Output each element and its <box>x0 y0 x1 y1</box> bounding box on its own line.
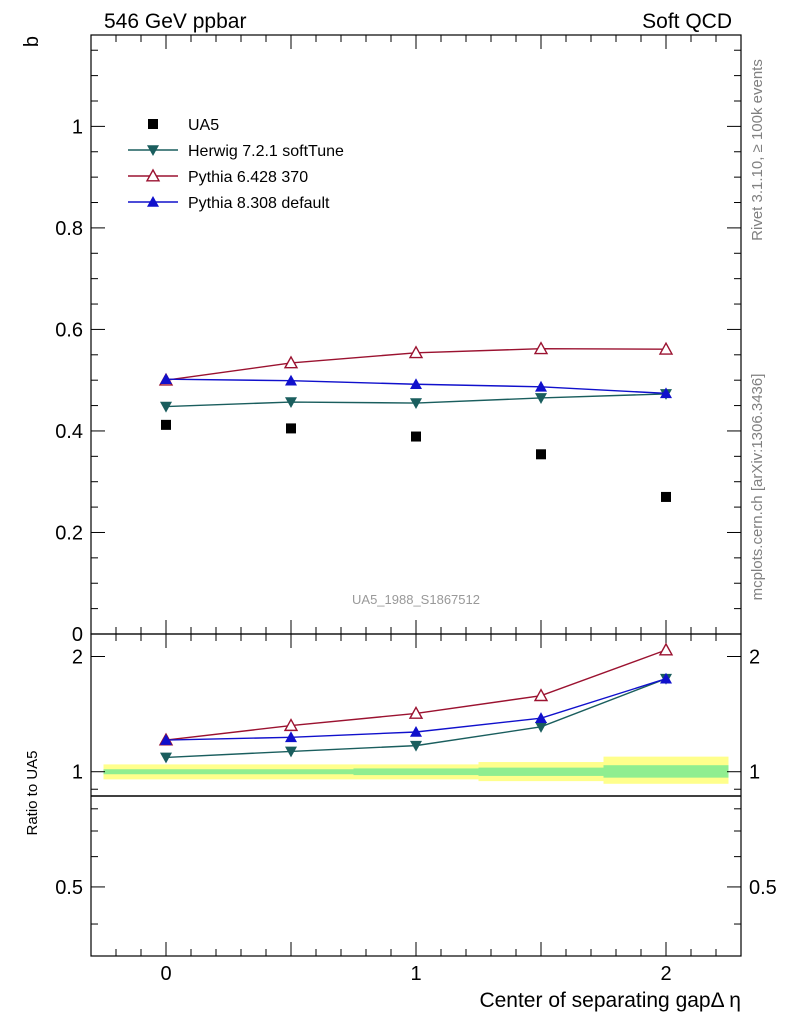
ratio-point-herwig-7-2-1-softtune <box>160 752 172 764</box>
ratio-point-pythia-8-308-default <box>410 725 422 737</box>
data-point-pythia-6-428-370 <box>658 341 674 355</box>
header-right-label: Soft QCD <box>642 10 732 33</box>
ratio-y-axis-label: Ratio to UA5 <box>24 750 41 835</box>
ratio-y-tick-label: 2 <box>72 647 83 669</box>
legend-marker-ua5 <box>148 119 158 129</box>
data-point-ua5 <box>536 449 546 460</box>
data-point-pythia-6-428-370 <box>408 345 424 359</box>
x-tick-label: 1 <box>410 963 421 985</box>
data-point-ua5 <box>661 491 671 502</box>
ratio-point-herwig-7-2-1-softtune <box>535 722 547 733</box>
legend-label-herwig-7-2-1-softtune: Herwig 7.2.1 softTune <box>188 143 344 160</box>
legend-marker-herwig-7-2-1-softtune <box>147 145 159 156</box>
ratio-y-tick-label-right: 1 <box>749 762 760 784</box>
data-point-herwig-7-2-1-softtune <box>160 401 172 413</box>
x-tick-label: 2 <box>660 963 671 985</box>
ratio-point-herwig-7-2-1-softtune <box>285 746 297 758</box>
main-y-tick-label: 0.4 <box>55 421 83 443</box>
ratio-plot-frame <box>90 633 742 957</box>
legend-label-ua5: UA5 <box>188 117 219 134</box>
ratio-y-tick-label: 0.5 <box>55 877 83 899</box>
data-point-ua5 <box>161 419 171 430</box>
main-y-tick-label: 0.2 <box>55 522 83 544</box>
ratio-point-pythia-6-428-370 <box>533 688 549 702</box>
data-point-pythia-8-308-default <box>535 380 547 392</box>
ratio-point-pythia-8-308-default <box>660 672 672 684</box>
data-point-herwig-7-2-1-softtune <box>285 397 297 409</box>
main-panel: 0 0.2 0.4 0.6 0.8 1 UA5_1988_S1867512 b UA5 He… <box>21 34 742 646</box>
data-point-herwig-7-2-1-softtune <box>535 393 547 404</box>
ratio-y-tick-label-right: 0.5 <box>749 877 777 899</box>
ratio-point-pythia-8-308-default <box>285 731 297 743</box>
uncertainty-band-inner <box>478 767 604 776</box>
main-y-tick-label: 0.6 <box>55 319 83 341</box>
legend-marker-pythia-6-428-370 <box>145 168 161 182</box>
data-point-ua5 <box>286 423 296 434</box>
data-point-ua5 <box>411 431 421 442</box>
data-point-pythia-8-308-default <box>285 374 297 386</box>
legend-label-pythia-6-428-370: Pythia 6.428 370 <box>188 169 308 186</box>
main-watermark: UA5_1988_S1867512 <box>352 592 480 607</box>
legend-marker-pythia-8-308-default <box>147 196 159 207</box>
main-y-tick-label: 1 <box>72 116 83 138</box>
uncertainty-band-inner <box>353 768 479 776</box>
ratio-point-pythia-6-428-370 <box>283 718 299 732</box>
data-point-pythia-8-308-default <box>160 373 172 384</box>
header-left-label: 546 GeV ppbar <box>104 10 246 33</box>
ratio-y-tick-label-right: 2 <box>749 647 760 669</box>
data-point-pythia-8-308-default <box>660 387 672 399</box>
x-axis-label: Center of separating gapΔ η <box>479 989 741 1012</box>
data-point-pythia-6-428-370 <box>283 355 299 369</box>
ratio-point-pythia-8-308-default <box>535 712 547 723</box>
data-point-herwig-7-2-1-softtune <box>410 398 422 410</box>
ratio-point-pythia-8-308-default <box>160 734 172 745</box>
legend: UA5 Herwig 7.2.1 softTune Pythia 6.428 370… <box>128 117 344 212</box>
x-tick-label: 0 <box>160 963 171 985</box>
ratio-panel: 0.5 0.5 1 1 2 2 0 1 2 Ratio to UA5 Center of sep… <box>24 633 777 1012</box>
main-y-tick-label: 0 <box>72 624 83 646</box>
uncertainty-band-inner <box>228 769 354 775</box>
ratio-y-tick-label: 1 <box>72 762 83 784</box>
data-point-pythia-8-308-default <box>410 378 422 390</box>
legend-label-pythia-8-308-default: Pythia 8.308 default <box>188 195 330 212</box>
ratio-point-pythia-6-428-370 <box>408 705 424 719</box>
ratio-point-herwig-7-2-1-softtune <box>410 740 422 752</box>
rivet-side-label: Rivet 3.1.10, ≥ 100k events <box>749 59 766 241</box>
main-y-tick-label: 0.8 <box>55 218 83 240</box>
mcplots-side-label: mcplots.cern.ch [arXiv:1306.3436] <box>749 374 766 601</box>
uncertainty-band-inner <box>603 765 729 778</box>
ratio-point-pythia-6-428-370 <box>658 642 674 656</box>
data-point-pythia-6-428-370 <box>533 341 549 355</box>
main-y-axis-label: b <box>21 36 43 47</box>
uncertainty-band-inner <box>103 769 229 775</box>
